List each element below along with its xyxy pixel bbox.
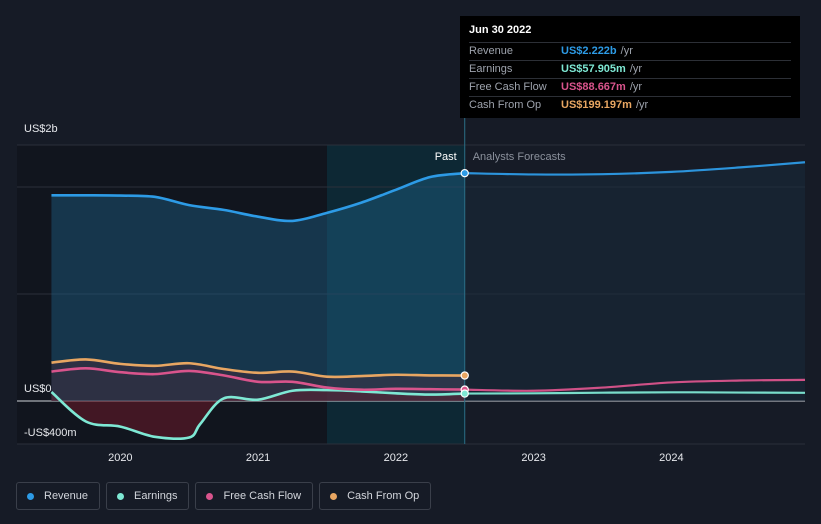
tooltip-unit: /yr [629, 81, 643, 93]
x-tick-label: 2021 [246, 452, 270, 464]
x-axis-labels: 2020 2021 2022 2023 2024 [108, 452, 684, 464]
y-tick-label: US$0 [24, 383, 52, 395]
tooltip-unit: /yr [629, 63, 643, 75]
revenue-marker [460, 168, 469, 178]
series-area-fills [51, 162, 805, 439]
legend-dot-icon [117, 492, 125, 500]
legend-dot-icon [330, 492, 338, 500]
x-tick-label: 2020 [108, 452, 132, 464]
revenue-line [51, 171, 465, 223]
y-axis-labels: US$2b US$0 -US$400m [24, 123, 77, 439]
x-tick-label: 2023 [521, 452, 545, 464]
legend-label: Revenue [44, 490, 89, 502]
legend-label: Cash From Op [347, 490, 420, 502]
analysts-forecasts-label: Analysts Forecasts [473, 151, 566, 163]
free-cash-flow-line [51, 367, 465, 392]
legend-label: Free Cash Flow [223, 490, 302, 502]
revenue-area [51, 173, 465, 401]
tooltip-date: Jun 30 2022 [469, 24, 532, 36]
revenue-forecast-line [464, 161, 806, 176]
series-lines [50, 161, 806, 440]
tooltip-row-earnings: Earnings US$57.905m /yr [469, 60, 791, 78]
tooltip-label: Cash From Op [469, 99, 542, 111]
earnings-line [50, 388, 465, 440]
earnings-area [51, 389, 465, 439]
tooltip-unit: /yr [635, 99, 649, 111]
tooltip-row-cash-from-op: Cash From Op US$199.197m /yr [469, 96, 791, 114]
x-tick-label: 2022 [384, 452, 408, 464]
tooltip-value: US$199.197m [561, 99, 632, 111]
earnings-marker [460, 389, 469, 398]
legend-item-free-cash-flow[interactable]: Free Cash Flow [195, 482, 314, 510]
past-label: Past [435, 151, 457, 163]
tooltip-value: US$2.222b [561, 45, 617, 57]
tooltip-row-revenue: Revenue US$2.222b /yr [469, 42, 791, 60]
tooltip-unit: /yr [620, 45, 633, 57]
x-tick-label: 2024 [659, 452, 683, 464]
legend-dot-icon [206, 492, 214, 500]
tooltip-label: Revenue [469, 45, 514, 57]
tooltip-row-free-cash-flow: Free Cash Flow US$88.667m /yr [469, 78, 791, 96]
legend-item-earnings[interactable]: Earnings [106, 482, 190, 510]
y-tick-label: -US$400m [24, 427, 77, 439]
earnings-forecast-line [464, 391, 806, 395]
data-tooltip: Jun 30 2022 Revenue US$2.222b /yr Earnin… [460, 16, 800, 118]
tooltip-value: US$88.667m [561, 81, 626, 93]
cash-from-op-marker [460, 371, 469, 380]
tooltip-value: US$57.905m [561, 63, 626, 75]
legend-item-cash-from-op[interactable]: Cash From Op [319, 482, 432, 510]
chart-legend: Revenue Earnings Free Cash Flow Cash Fro… [16, 482, 432, 510]
tooltip-label: Earnings [469, 63, 513, 75]
legend-item-revenue[interactable]: Revenue [16, 482, 101, 510]
revenue-forecast-area [464, 162, 805, 401]
cash-from-op-line [51, 358, 465, 379]
y-tick-label: US$2b [24, 123, 58, 135]
legend-dot-icon [27, 492, 34, 500]
tooltip-label: Free Cash Flow [469, 81, 547, 93]
current-value-markers [460, 168, 469, 398]
legend-label: Earnings [134, 490, 178, 502]
free-cash-flow-forecast-line [464, 378, 806, 392]
earnings-revenue-chart: US$2b US$0 -US$400m 2020 2021 2022 2023 2024 P… [17, 100, 806, 464]
